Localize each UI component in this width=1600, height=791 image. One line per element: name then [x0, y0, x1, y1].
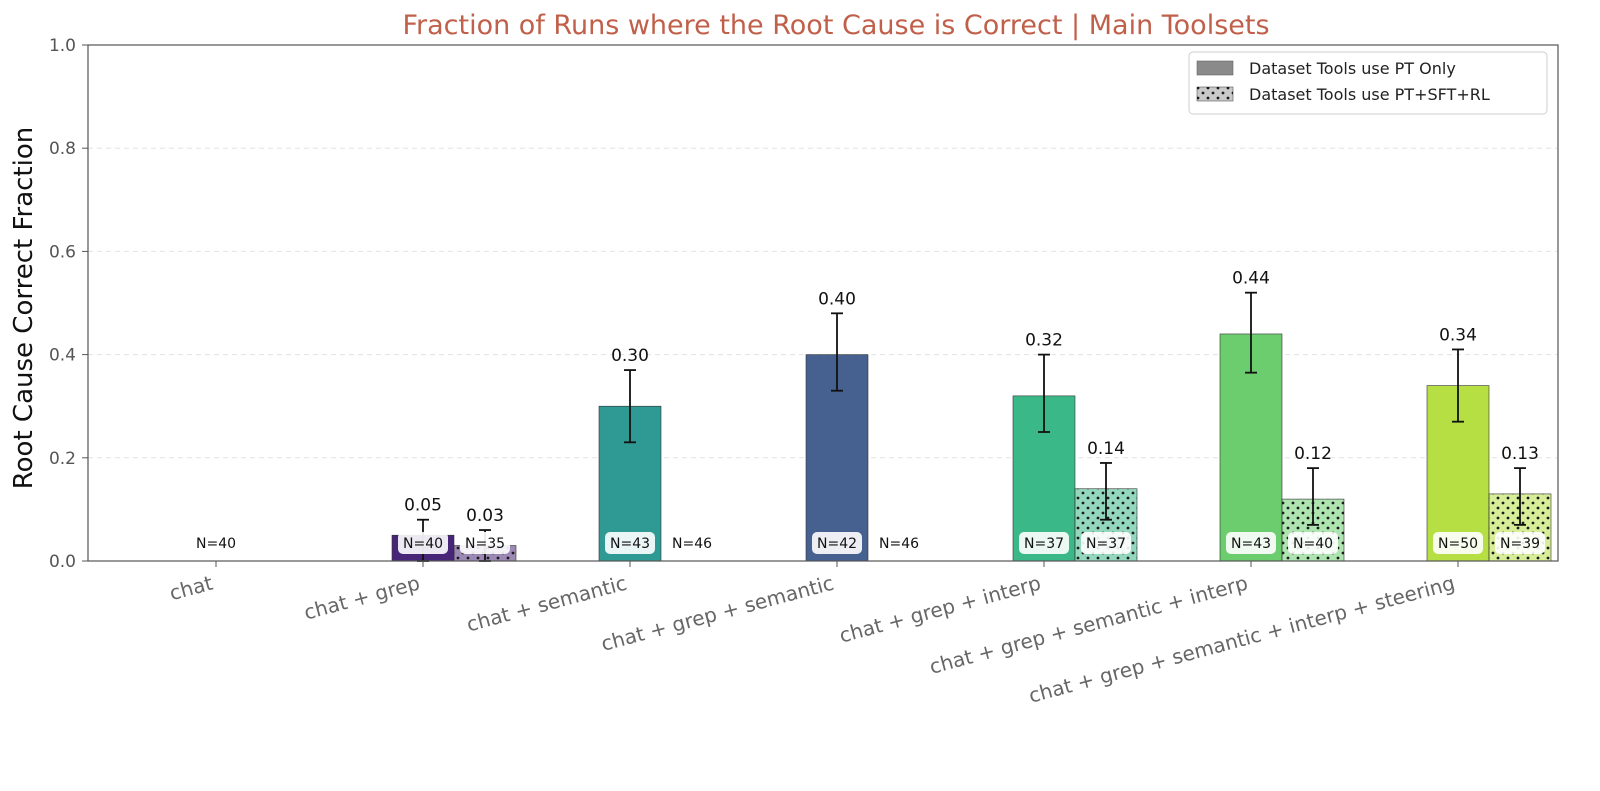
- value-label: 0.05: [404, 496, 442, 516]
- legend-frame: [1188, 51, 1548, 115]
- grid-lines: [88, 147, 1558, 459]
- n-label: N=39: [1500, 536, 1540, 552]
- n-label-box: [1019, 532, 1069, 554]
- n-label-box: [605, 532, 655, 554]
- n-label-box: [398, 532, 448, 554]
- n-label: N=43: [1231, 536, 1271, 552]
- n-label: N=40: [403, 536, 443, 552]
- legend-label: Dataset Tools use PT+SFT+RL: [1249, 85, 1490, 104]
- value-label: 0.34: [1439, 325, 1477, 345]
- value-label: 0.14: [1087, 439, 1125, 459]
- x-tick-label: chat + semantic: [464, 571, 629, 637]
- labels: N=40 0.05 N=40 0.30 N=43 0.40 N=42 0.32 N=37 0.44…: [196, 269, 1545, 554]
- value-label: 0.30: [611, 346, 649, 366]
- value-label: 0.12: [1294, 444, 1332, 464]
- value-label: 0.44: [1232, 269, 1270, 289]
- y-tick-label: 0.8: [49, 139, 76, 159]
- n-label: N=35: [465, 536, 505, 552]
- n-label: N=37: [1024, 536, 1064, 552]
- y-tick-label: 0.2: [49, 449, 76, 469]
- y-axis-label: Root Cause Correct Fraction: [9, 127, 39, 490]
- y-tick-label: 0.0: [49, 552, 76, 572]
- x-tick-label: chat: [167, 571, 216, 606]
- y-tick-label: 1.0: [49, 36, 76, 56]
- n-label-box: [1433, 532, 1483, 554]
- n-label: N=40: [1293, 536, 1333, 552]
- legend-swatch: [1196, 60, 1234, 76]
- n-label: N=37: [1086, 536, 1126, 552]
- value-label: 0.40: [818, 289, 856, 309]
- n-label: N=42: [817, 536, 857, 552]
- value-label: 0.32: [1025, 331, 1063, 351]
- n-label: N=50: [1438, 536, 1478, 552]
- y-tick-label: 0.4: [49, 346, 76, 366]
- legend-label: Dataset Tools use PT Only: [1249, 59, 1456, 78]
- x-tick-label: chat + grep: [301, 571, 422, 625]
- x-tick-label: chat + grep + semantic: [599, 571, 837, 656]
- n-label-box: [1288, 532, 1338, 554]
- n-label-box: [1495, 532, 1545, 554]
- value-label: 0.13: [1501, 444, 1539, 464]
- bars: [391, 291, 1552, 562]
- n-label: N=46: [672, 536, 712, 552]
- n-label-box: [1081, 532, 1131, 554]
- n-label-box: [1226, 532, 1276, 554]
- legend-swatch-pattern: [1197, 87, 1233, 101]
- plot-frame: [87, 44, 1559, 562]
- n-label-box: [812, 532, 862, 554]
- y-tick-label: 0.6: [49, 242, 76, 262]
- value-label: 0.03: [466, 506, 504, 526]
- n-label: N=43: [610, 536, 650, 552]
- n-label-box: [460, 532, 510, 554]
- n-label: N=40: [196, 536, 236, 552]
- n-label: N=46: [879, 536, 919, 552]
- chart-title: Fraction of Runs where the Root Cause is…: [402, 10, 1269, 41]
- legend: Dataset Tools use PT Only Dataset Tools u…: [1188, 51, 1548, 115]
